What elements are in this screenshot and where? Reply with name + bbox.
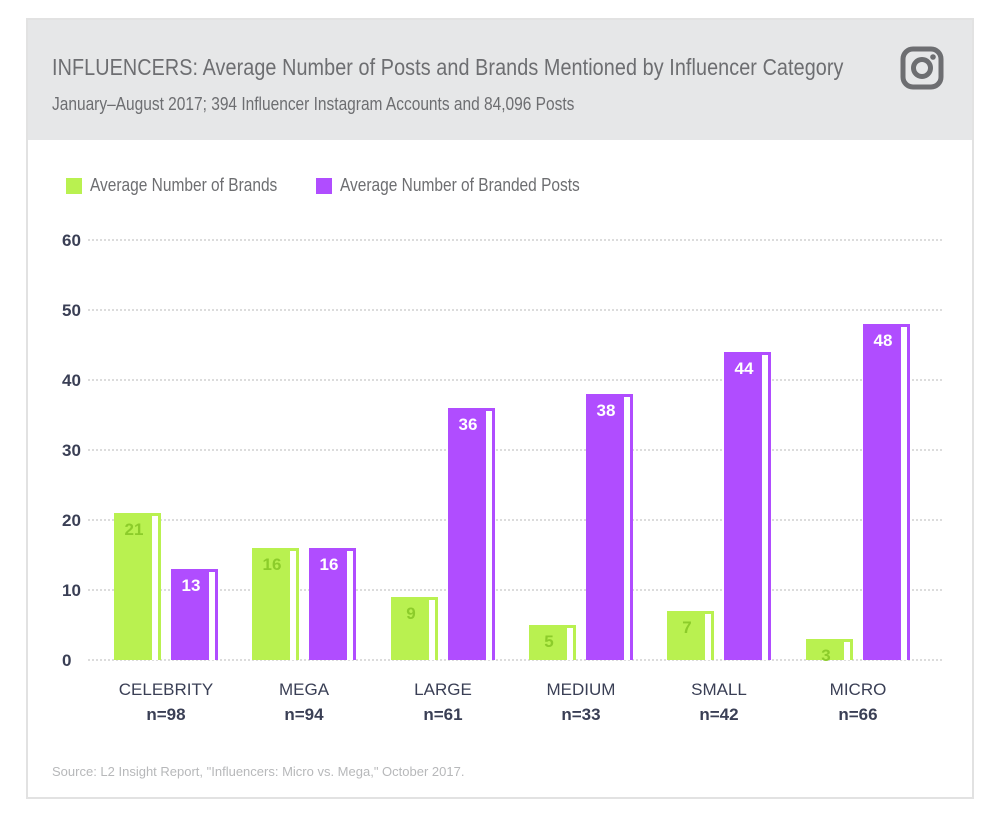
- bar-brands-micro: [806, 639, 853, 660]
- chart-header: INFLUENCERS: Average Number of Posts and…: [28, 20, 972, 140]
- y-tick-label: 10: [62, 581, 81, 600]
- data-label-posts-small: 44: [735, 359, 754, 378]
- x-sample-size-label: n=66: [838, 705, 877, 724]
- legend-swatch-posts: [316, 178, 332, 194]
- bar-highlight-posts-small: [762, 355, 768, 660]
- y-tick-label: 0: [62, 651, 71, 670]
- chart-title: INFLUENCERS: Average Number of Posts and…: [52, 54, 844, 80]
- bar-highlight-brands-celebrity: [152, 516, 158, 660]
- x-category-label: MEDIUM: [547, 680, 616, 699]
- legend-label-posts: Average Number of Branded Posts: [340, 175, 580, 195]
- chart-card: INFLUENCERS: Average Number of Posts and…: [26, 18, 974, 799]
- y-tick-label: 60: [62, 231, 81, 250]
- y-tick-label: 50: [62, 301, 81, 320]
- data-label-brands-large: 9: [406, 604, 415, 623]
- bar-highlight-posts-mega: [347, 551, 353, 660]
- data-label-brands-micro: 3: [821, 646, 830, 665]
- y-tick-label: 30: [62, 441, 81, 460]
- x-category-label: SMALL: [691, 680, 747, 699]
- x-category-label: MEGA: [279, 680, 330, 699]
- data-label-posts-large: 36: [459, 415, 478, 434]
- x-sample-size-label: n=42: [699, 705, 738, 724]
- x-category-label: CELEBRITY: [119, 680, 213, 699]
- x-sample-size-label: n=61: [423, 705, 462, 724]
- data-label-brands-celebrity: 21: [125, 520, 144, 539]
- data-label-brands-small: 7: [682, 618, 691, 637]
- x-sample-size-label: n=98: [146, 705, 185, 724]
- bar-highlight-brands-small: [705, 614, 711, 660]
- bar-highlight-brands-medium: [567, 628, 573, 660]
- data-label-brands-mega: 16: [263, 555, 282, 574]
- data-label-posts-micro: 48: [874, 331, 893, 350]
- x-category-label: LARGE: [414, 680, 472, 699]
- data-label-posts-mega: 16: [320, 555, 339, 574]
- bar-highlight-brands-mega: [290, 551, 296, 660]
- bar-highlight-posts-celebrity: [209, 572, 215, 660]
- y-tick-label: 20: [62, 511, 81, 530]
- bar-highlight-brands-large: [429, 600, 435, 660]
- x-category-label: MICRO: [830, 680, 887, 699]
- bar-highlight-posts-medium: [624, 397, 630, 660]
- bar-highlight-posts-large: [486, 411, 492, 660]
- instagram-icon: [900, 46, 944, 90]
- x-sample-size-label: n=94: [284, 705, 324, 724]
- chart-subtitle: January–August 2017; 394 Influencer Inst…: [52, 94, 575, 114]
- source-note: Source: L2 Insight Report, "Influencers:…: [52, 764, 465, 779]
- legend-swatch-brands: [66, 178, 82, 194]
- bar-highlight-brands-micro: [844, 642, 850, 660]
- data-label-brands-medium: 5: [544, 632, 553, 651]
- x-sample-size-label: n=33: [561, 705, 600, 724]
- data-label-posts-celebrity: 13: [182, 576, 201, 595]
- y-tick-label: 40: [62, 371, 81, 390]
- data-label-posts-medium: 38: [597, 401, 616, 420]
- bar-highlight-posts-micro: [901, 327, 907, 660]
- legend-label-brands: Average Number of Brands: [90, 175, 278, 195]
